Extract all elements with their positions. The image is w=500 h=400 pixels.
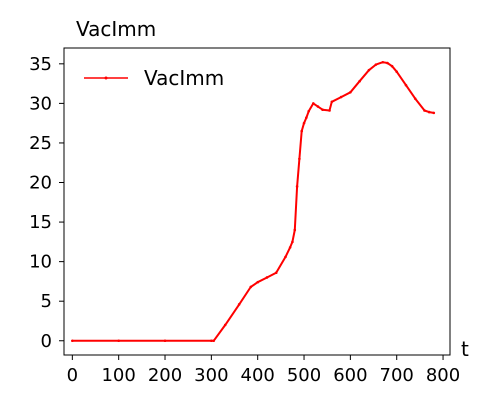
data-point	[386, 61, 389, 65]
x-tick-label: 300	[194, 365, 228, 386]
data-point	[293, 228, 297, 232]
y-tick-label: 25	[29, 133, 52, 154]
data-point	[117, 339, 120, 343]
data-point	[288, 246, 292, 249]
y-tick-label: 30	[29, 93, 52, 114]
data-point	[423, 109, 426, 112]
data-point	[274, 271, 278, 275]
data-point	[312, 102, 315, 105]
data-point	[358, 79, 361, 83]
data-point	[349, 91, 352, 94]
x-tick-label: 400	[241, 365, 275, 386]
data-point	[390, 64, 394, 68]
y-tick-label: 35	[29, 54, 52, 75]
data-point	[295, 185, 299, 188]
data-point	[71, 339, 74, 343]
data-point	[300, 129, 304, 133]
x-tick-label: 0	[67, 365, 78, 386]
data-point	[210, 339, 213, 343]
x-tick-label: 700	[380, 365, 414, 386]
x-tick-label: 500	[287, 365, 321, 386]
y-tick-label: 20	[29, 173, 52, 194]
data-point	[328, 109, 331, 112]
data-point	[321, 108, 324, 112]
x-axis-ticks: 0 100 200 300 400 500 600 700 800	[67, 355, 460, 386]
plot-frame	[63, 47, 451, 356]
data-point	[223, 323, 227, 327]
legend-marker-swatch	[104, 76, 108, 80]
data-point	[316, 105, 320, 108]
x-tick-label: 600	[333, 365, 367, 386]
x-tick-label: 100	[101, 365, 135, 386]
data-point	[302, 121, 306, 125]
data-point	[265, 276, 269, 279]
data-point	[404, 83, 408, 87]
data-point	[163, 339, 167, 343]
y-axis-ticks: 0 5 10 15 20 25 30 35	[29, 54, 64, 352]
legend: VacImm	[84, 66, 224, 90]
y-tick-label: 5	[41, 291, 52, 312]
data-point	[298, 157, 301, 161]
data-point	[432, 111, 436, 115]
series-layer	[71, 60, 436, 343]
data-point	[339, 95, 343, 99]
data-point	[395, 70, 399, 74]
x-tick-label: 200	[148, 365, 182, 386]
data-point	[330, 100, 334, 104]
y-tick-label: 10	[29, 252, 52, 273]
data-point	[237, 303, 241, 306]
x-tick-label: 800	[426, 365, 460, 386]
x-axis-label: t	[461, 337, 469, 361]
y-tick-label: 15	[29, 212, 52, 233]
data-point	[249, 285, 253, 289]
data-point	[307, 109, 310, 113]
y-tick-label: 0	[41, 331, 52, 352]
data-point	[284, 255, 287, 259]
data-point	[256, 280, 259, 284]
data-point	[305, 116, 308, 119]
legend-label: VacImm	[144, 66, 224, 90]
data-point	[291, 240, 294, 244]
series-line	[72, 61, 434, 342]
data-point	[427, 110, 431, 114]
data-point	[212, 339, 215, 343]
data-point	[374, 63, 378, 66]
chart-title: VacImm	[76, 17, 156, 41]
data-point	[367, 68, 371, 72]
data-point	[381, 60, 385, 64]
data-point	[413, 97, 417, 100]
